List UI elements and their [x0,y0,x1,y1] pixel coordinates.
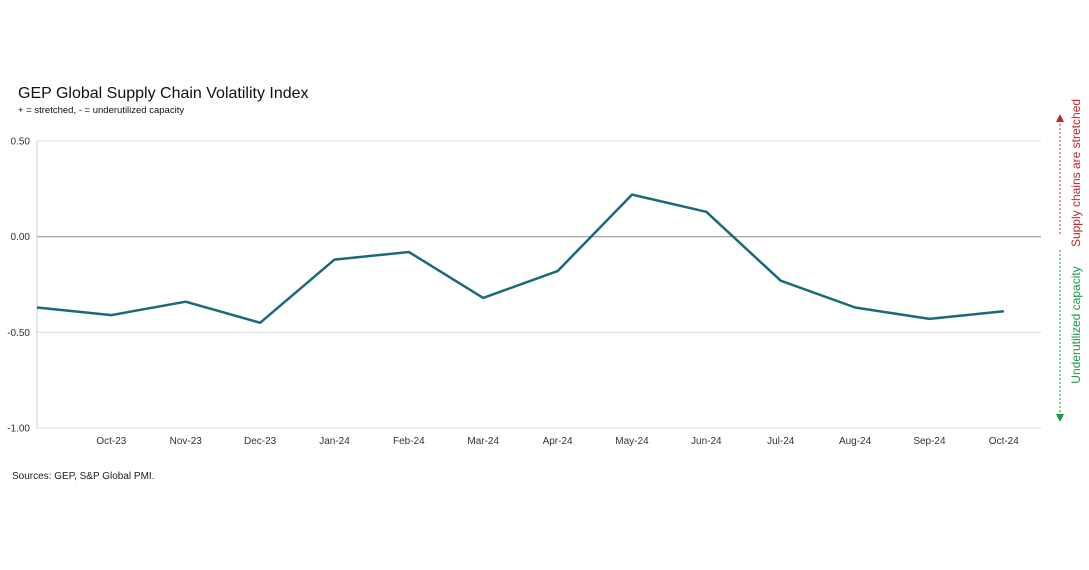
grid-layer [36,140,1041,429]
x-tick-label: Jan-24 [319,436,350,447]
y-tick-label: -1.00 [7,424,30,435]
side-annotations: Supply chains are stretched Underutilize… [1056,99,1083,422]
stretched-annotation: Supply chains are stretched [1069,99,1083,247]
x-tick-label: Dec-23 [244,436,277,447]
source-note: Sources: GEP, S&P Global PMI. [12,471,155,482]
y-tick-label: 0.00 [11,232,31,243]
x-tick-label: Sep-24 [913,436,946,447]
x-tick-label: Aug-24 [839,436,872,447]
x-tick-label: Feb-24 [393,436,425,447]
chart-subtitle: + = stretched, - = underutilized capacit… [18,105,185,116]
x-tick-label: Oct-23 [96,436,126,447]
series-layer [36,193,1004,325]
x-tick-label: May-24 [615,436,649,447]
x-axis-ticks: Oct-23 Nov-23 Dec-23 Jan-24 Feb-24 Mar-24 Apr-… [96,436,1019,447]
chart-title: GEP Global Supply Chain Volatility Index [18,85,309,102]
x-tick-label: Apr-24 [543,436,573,447]
y-tick-label: -0.50 [7,328,30,339]
down-arrow-icon [1056,414,1064,422]
x-tick-label: Nov-23 [170,436,203,447]
x-tick-label: Mar-24 [467,436,499,447]
y-axis-ticks: 0.50 0.00 -0.50 -1.00 [7,137,30,435]
series-line [36,193,1004,325]
y-tick-label: 0.50 [11,137,31,148]
x-tick-label: Jun-24 [691,436,722,447]
up-arrow-icon [1056,114,1064,122]
x-tick-label: Oct-24 [989,436,1019,447]
underutilized-annotation: Underutilized capacity [1069,266,1083,383]
x-tick-label: Jul-24 [767,436,795,447]
